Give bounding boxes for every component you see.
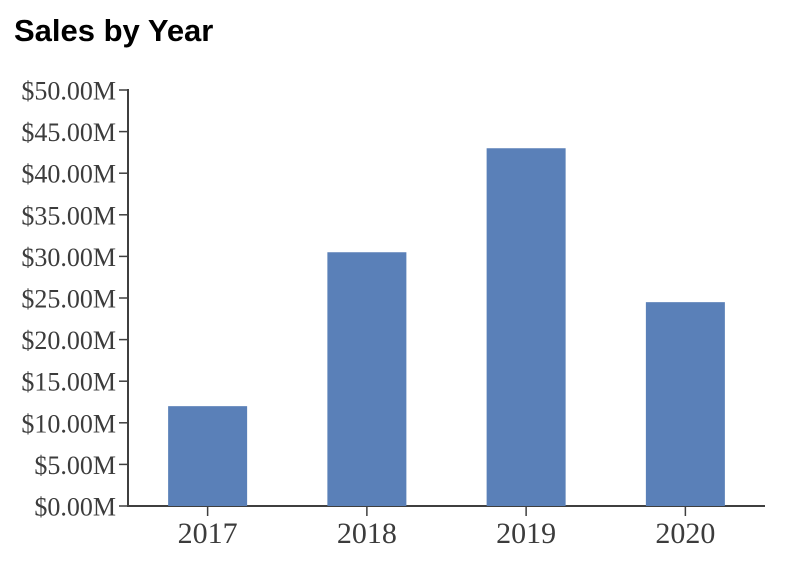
x-axis-label-2018: 2018 — [337, 517, 397, 550]
y-axis-tick-label: $35.00M — [21, 201, 116, 230]
y-axis-tick-label: $10.00M — [21, 409, 116, 438]
bar-2019 — [486, 148, 566, 507]
y-axis-tick-label: $40.00M — [21, 160, 116, 189]
y-axis-tick-label: $0.00M — [34, 493, 116, 522]
x-axis-label-2017: 2017 — [178, 517, 238, 550]
y-axis-tick-label: $50.00M — [21, 77, 116, 106]
y-axis-tick-label: $30.00M — [21, 243, 116, 272]
chart-title: Sales by Year — [14, 13, 214, 48]
y-axis-tick-label: $15.00M — [21, 368, 116, 397]
bar-2020 — [645, 302, 725, 506]
bar-2018 — [327, 252, 407, 506]
x-axis-label-2020: 2020 — [655, 517, 715, 550]
y-axis-tick-label: $5.00M — [34, 451, 116, 480]
y-axis-tick-label: $20.00M — [21, 326, 116, 355]
y-axis-tick-label: $25.00M — [21, 285, 116, 314]
bar-2017 — [168, 406, 248, 506]
y-axis-tick-label: $45.00M — [21, 118, 116, 147]
x-axis-label-2019: 2019 — [496, 517, 556, 550]
